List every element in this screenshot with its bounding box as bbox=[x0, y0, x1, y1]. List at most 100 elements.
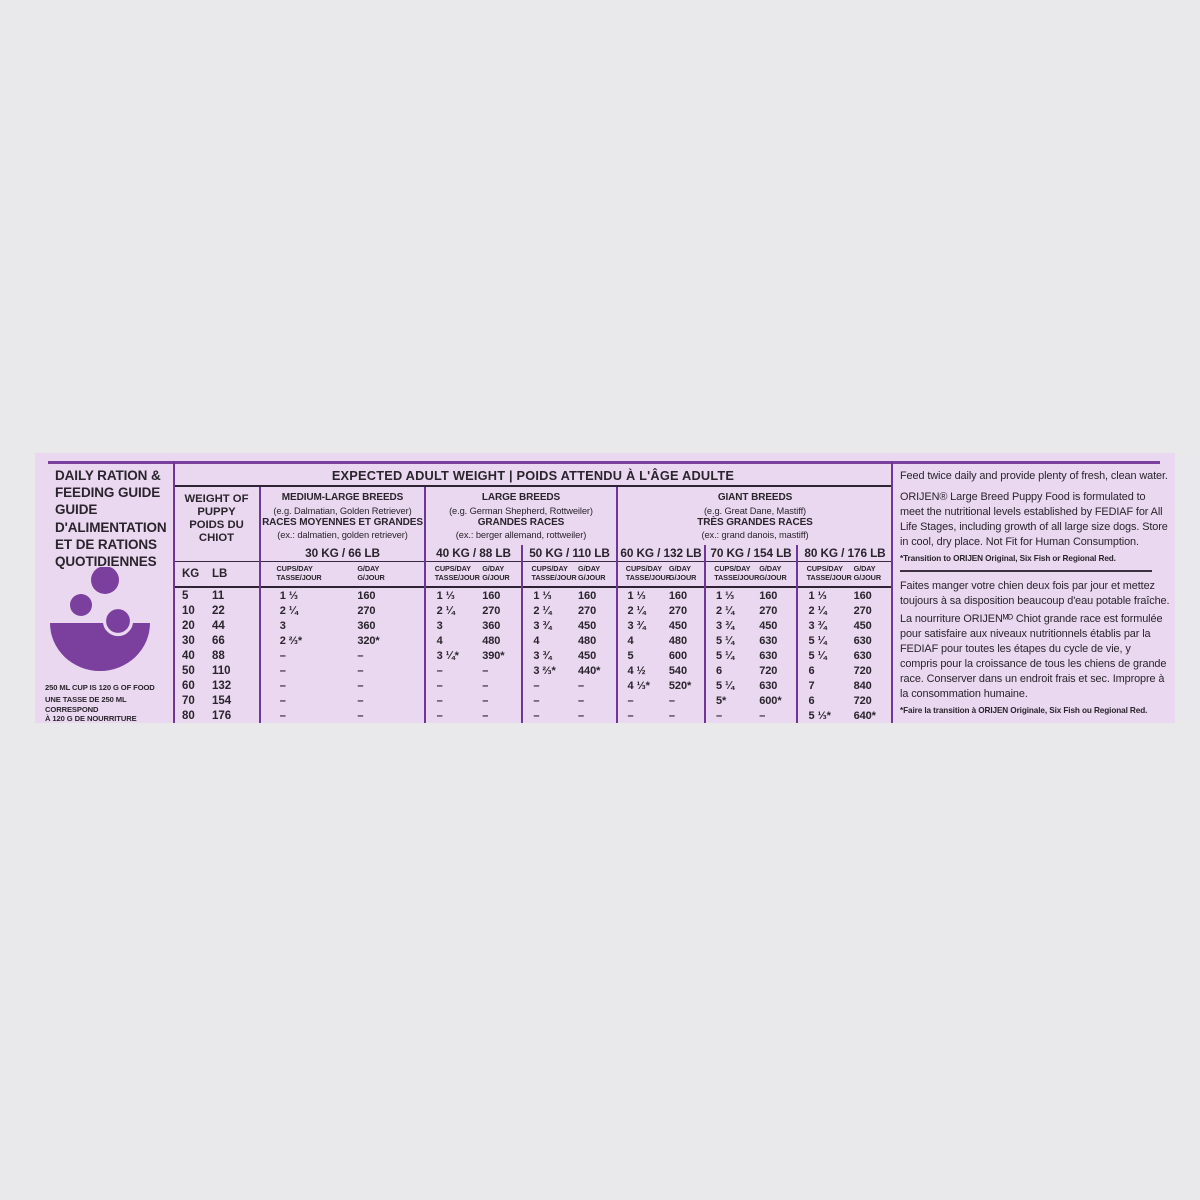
grams-per-day-value: – bbox=[357, 679, 364, 692]
cups-per-day-header: CUPS/DAY TASSE/JOUR bbox=[705, 564, 759, 582]
cups-per-day-value: – bbox=[436, 664, 443, 677]
ration-cell: 2 ¼ 270 bbox=[797, 605, 893, 617]
large-breeds-header: LARGE BREEDS (e.g. German Shepherd, Rott… bbox=[425, 487, 617, 545]
ration-cell: 1 ⅓ 160 bbox=[705, 590, 797, 602]
cups-per-day-value: – bbox=[627, 709, 634, 722]
puppy-weight-lb: 66 bbox=[212, 634, 225, 647]
ration-cell: 4 ⅓* 520* bbox=[617, 680, 705, 692]
grams-per-day-value: 160 bbox=[853, 589, 872, 602]
puppy-weight-kg: 20 bbox=[182, 619, 195, 632]
grams-per-day-value: 320* bbox=[357, 634, 380, 647]
ration-cell: 1 ⅓ 160 bbox=[260, 590, 425, 602]
cups-label-en: CUPS/DAY bbox=[714, 564, 751, 574]
feeding-guide-label: DAILY RATION & FEEDING GUIDE GUIDE D'ALI… bbox=[35, 453, 1175, 723]
puppy-weight-lb: 176 bbox=[212, 709, 232, 722]
cups-per-day-value: – bbox=[279, 694, 286, 707]
cups-per-day-value: 3 ¾ bbox=[716, 619, 735, 632]
ration-cell: 7 840 bbox=[797, 680, 893, 692]
kg-label: KG bbox=[182, 568, 200, 580]
breed-group-header-row: WEIGHT OF PUPPY POIDS DU CHIOT MEDIUM-LA… bbox=[173, 487, 893, 545]
cup-note-en: 250 ML CUP IS 120 G OF FOOD bbox=[45, 683, 155, 692]
ration-cell: – – bbox=[522, 710, 617, 722]
ration-cell: 2 ¼ 270 bbox=[617, 605, 705, 617]
lb-label: LB bbox=[212, 568, 228, 580]
ration-cell: – – bbox=[522, 695, 617, 707]
adult-weight-target: 70 KG / 154 LB bbox=[710, 546, 792, 560]
ration-cell: 2 ¼ 270 bbox=[260, 605, 425, 617]
units-header-row: KG LB CUPS/DAY TASSE/JOUR G/DAY G/JOUR CUPS/… bbox=[173, 562, 893, 588]
feeding-instructions-fr: Faites manger votre chien deux fois par … bbox=[900, 580, 1170, 607]
adult-weight-target: 80 KG / 176 LB bbox=[804, 546, 886, 560]
grams-per-day-value: 720 bbox=[853, 664, 872, 677]
grams-per-day-value: – bbox=[578, 694, 585, 707]
grid-line bbox=[259, 487, 261, 723]
ration-cell: 3 ¾ 450 bbox=[797, 620, 893, 632]
ration-cell: – – bbox=[260, 680, 425, 692]
top-rule bbox=[48, 461, 1160, 464]
kg-lb-header: KG LB bbox=[173, 562, 260, 586]
grams-per-day-value: 270 bbox=[668, 604, 687, 617]
grams-per-day-header: G/DAY G/JOUR bbox=[757, 565, 797, 582]
cups-per-day-value: – bbox=[533, 679, 540, 692]
puppy-weight-kg: 50 bbox=[182, 664, 195, 677]
cups-label-en: CUPS/DAY bbox=[625, 564, 663, 574]
unit-header-cell: CUPS/DAY TASSE/JOUR G/DAY G/JOUR bbox=[522, 562, 617, 586]
grid-line bbox=[796, 545, 798, 723]
grams-per-day-value: 450 bbox=[578, 619, 597, 632]
giant-breeds-header: GIANT BREEDS (e.g. Great Dane, Mastiff) … bbox=[617, 487, 893, 545]
unit-header-cell: CUPS/DAY TASSE/JOUR G/DAY G/JOUR bbox=[260, 562, 425, 586]
grams-label-en: G/DAY bbox=[357, 564, 380, 574]
cups-per-day-value: – bbox=[533, 694, 540, 707]
cups-per-day-value: 2 ¼ bbox=[716, 604, 735, 617]
ration-cell: 5 ¼ 630 bbox=[705, 680, 797, 692]
ration-cell: – – bbox=[425, 695, 522, 707]
unit-header-cell: CUPS/DAY TASSE/JOUR G/DAY G/JOUR bbox=[617, 562, 705, 586]
grams-label-en: G/DAY bbox=[853, 564, 876, 574]
ration-cell: 2 ¼ 270 bbox=[705, 605, 797, 617]
ration-cell: – – bbox=[425, 665, 522, 677]
puppy-weight-lb: 88 bbox=[212, 649, 225, 662]
grams-label-fr: G/JOUR bbox=[853, 573, 882, 582]
grams-per-day-value: 480 bbox=[578, 634, 597, 647]
cups-per-day-value: 3 bbox=[279, 619, 286, 632]
adult-weight-target: 60 KG / 132 LB bbox=[620, 546, 702, 560]
breed-name-fr: RACES MOYENNES ET GRANDES bbox=[262, 516, 423, 528]
ration-cell: 1 ⅓ 160 bbox=[797, 590, 893, 602]
grams-per-day-value: 450 bbox=[578, 649, 597, 662]
grams-per-day-value: – bbox=[357, 664, 364, 677]
grams-label-fr: G/JOUR bbox=[578, 573, 606, 582]
cups-per-day-value: 2 ¼ bbox=[808, 604, 827, 617]
table-row: 40 88– –3 ¼* 390* 3 ¾ 450 5 600 5 ¼ 630 5 ¼ 630 bbox=[173, 648, 893, 663]
grams-per-day-value: 270 bbox=[578, 604, 597, 617]
grams-per-day-value: 270 bbox=[482, 604, 501, 617]
grams-per-day-header: G/DAY G/JOUR bbox=[576, 565, 617, 582]
ration-cell: 3 ¾ 450 bbox=[617, 620, 705, 632]
ration-cell: – – bbox=[425, 710, 522, 722]
ration-cell: 3 360 bbox=[425, 620, 522, 632]
feeding-instructions-en: Feed twice daily and provide plenty of f… bbox=[900, 470, 1168, 482]
cups-per-day-value: 3 ¼* bbox=[436, 649, 459, 662]
ration-cell: 2 ⅔* 320* bbox=[260, 635, 425, 647]
unit-header-cell: CUPS/DAY TASSE/JOUR G/DAY G/JOUR bbox=[797, 562, 893, 586]
grams-per-day-value: – bbox=[357, 709, 364, 722]
cups-per-day-value: – bbox=[279, 679, 286, 692]
ration-cell: 1 ⅓ 160 bbox=[522, 590, 617, 602]
ration-cell: 5 ⅓* 640* bbox=[797, 710, 893, 722]
bowl-kibble-icon bbox=[47, 566, 153, 677]
grams-per-day-value: 360 bbox=[482, 619, 501, 632]
grams-per-day-value: – bbox=[578, 679, 585, 692]
right-section: Feed twice daily and provide plenty of f… bbox=[900, 453, 1170, 723]
ration-cell: – – bbox=[260, 665, 425, 677]
grid-line bbox=[521, 545, 523, 723]
puppy-weight-cell: 20 44 bbox=[173, 618, 260, 633]
table-row: 60 132– – – – – –4 ⅓* 520* 5 ¼ 630 7 840 bbox=[173, 678, 893, 693]
weight-of-puppy-header: WEIGHT OF PUPPY POIDS DU CHIOT bbox=[173, 487, 260, 545]
grams-per-day-header: G/DAY G/JOUR bbox=[667, 565, 705, 582]
ration-cell: 3 ¾ 450 bbox=[522, 620, 617, 632]
adult-weight-target: 40 KG / 88 LB bbox=[436, 546, 511, 560]
table-title: EXPECTED ADULT WEIGHT | POIDS ATTENDU À … bbox=[173, 464, 893, 487]
cups-per-day-value: – bbox=[436, 694, 443, 707]
ration-cell: – – bbox=[617, 710, 705, 722]
table-row: 70 154– – – – – – – –5* 600* 6 720 bbox=[173, 693, 893, 708]
puppy-weight-lb: 154 bbox=[212, 694, 232, 707]
